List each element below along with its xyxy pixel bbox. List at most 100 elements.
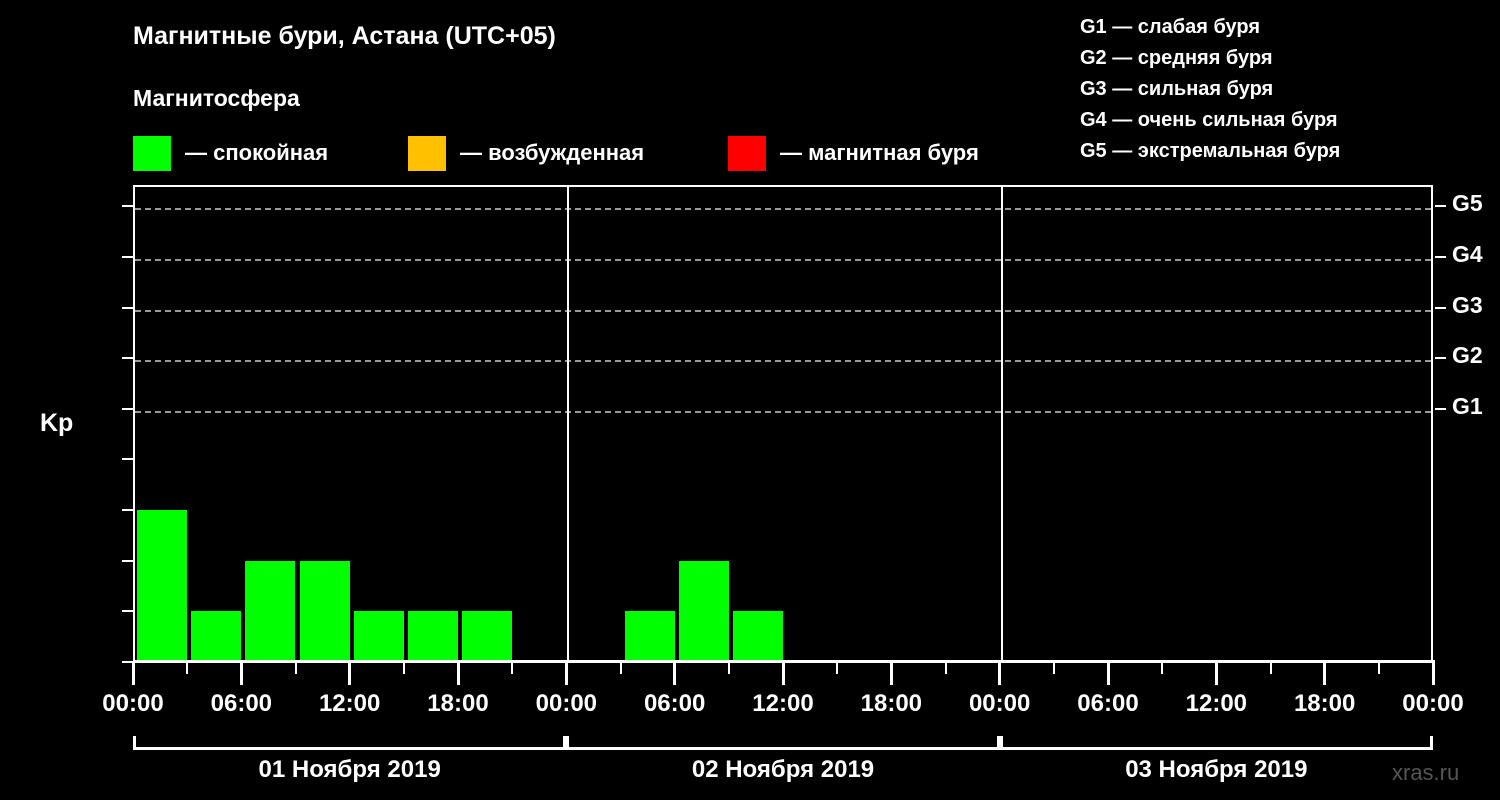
x-tick-minor-7 [511, 663, 514, 674]
x-tick-label-11: 18:00 [1293, 690, 1356, 717]
g-level-label-G5: G5 [1452, 190, 1483, 217]
bar [353, 611, 404, 662]
date-label-3: 03 Ноября 2019 [1125, 756, 1308, 783]
x-tick-major-18 [1106, 663, 1110, 685]
y-tick-2 [122, 559, 133, 562]
bar [732, 611, 783, 662]
y-tick-right-G4 [1435, 255, 1446, 258]
x-tick-minor-21 [1269, 663, 1272, 674]
x-tick-minor-5 [402, 663, 405, 674]
bar [191, 611, 242, 662]
plot-inner [135, 187, 1431, 662]
watermark: xras.ru [1392, 760, 1460, 785]
legend-swatch-icon [133, 135, 171, 171]
y-tick-right-G1 [1435, 407, 1446, 410]
gridline-kp-9 [135, 208, 1431, 211]
g-legend-row-5: G5 — экстремальная буря [1080, 140, 1341, 162]
x-tick-minor-3 [294, 663, 297, 674]
y-tick-5 [122, 407, 133, 410]
y-tick-0 [122, 661, 133, 663]
date-label-2: 02 Ноября 2019 [691, 756, 875, 783]
x-tick-major-8 [564, 663, 568, 685]
gridline-kp-6 [135, 360, 1431, 363]
x-tick-label-10: 12:00 [1185, 690, 1248, 717]
x-tick-major-16 [998, 663, 1002, 685]
x-tick-major-24 [1431, 663, 1435, 685]
g-legend-row-2: G2 — средняя буря [1080, 47, 1273, 69]
page-title: Магнитные бури, Астана (UTC+05) [133, 22, 556, 50]
x-tick-label-5: 06:00 [643, 690, 706, 717]
bar [137, 510, 188, 662]
g-legend-row-3: G3 — сильная буря [1080, 78, 1274, 100]
x-axis-baseline [133, 660, 1435, 663]
x-tick-minor-1 [186, 663, 189, 674]
y-tick-3 [122, 509, 133, 512]
bar [407, 611, 458, 662]
bar [245, 560, 296, 662]
x-tick-label-1: 06:00 [210, 690, 273, 717]
gridline-kp-5 [135, 410, 1431, 413]
x-tick-label-12: 00:00 [1402, 690, 1464, 717]
legend-swatch-icon [408, 135, 446, 171]
gridline-kp-8 [135, 258, 1431, 261]
y-tick-4 [122, 458, 133, 461]
g-level-label-G1: G1 [1452, 392, 1483, 419]
g-level-label-G2: G2 [1452, 342, 1483, 369]
x-tick-minor-19 [1161, 663, 1164, 674]
x-tick-label-7: 18:00 [860, 690, 923, 717]
y-axis-label: Kp [40, 409, 74, 437]
y-tick-8 [122, 255, 133, 258]
x-tick-label-0: 00:00 [102, 690, 164, 717]
date-bracket-1 [133, 736, 567, 750]
chart-plot-area [133, 185, 1433, 662]
y-tick-7 [122, 306, 133, 309]
g-legend-row-4: G4 — очень сильная буря [1080, 109, 1338, 131]
g-level-label-G4: G4 [1452, 240, 1483, 267]
x-tick-minor-17 [1052, 663, 1055, 674]
y-tick-right-G2 [1435, 357, 1446, 360]
y-tick-6 [122, 357, 133, 360]
legend-swatch-icon [728, 135, 766, 171]
x-tick-major-2 [239, 663, 243, 685]
y-tick-9 [122, 205, 133, 208]
bar [462, 611, 513, 662]
x-tick-major-6 [456, 663, 460, 685]
subtitle-magnetosphere: Магнитосфера [133, 85, 300, 111]
x-tick-minor-13 [836, 663, 839, 674]
y-tick-1 [122, 610, 133, 613]
x-tick-major-20 [1214, 663, 1218, 685]
legend-item-0: — спокойная [133, 133, 328, 173]
x-tick-major-4 [348, 663, 352, 685]
x-tick-major-22 [1323, 663, 1327, 685]
x-tick-minor-9 [619, 663, 622, 674]
legend-label: — магнитная буря [780, 140, 979, 165]
g-legend-row-1: G1 — слабая буря [1080, 16, 1261, 38]
x-tick-minor-15 [944, 663, 947, 674]
x-tick-label-4: 00:00 [535, 690, 598, 717]
x-tick-label-8: 00:00 [968, 690, 1031, 717]
legend-label: — возбужденная [460, 140, 645, 165]
x-tick-major-0 [131, 663, 135, 685]
x-tick-major-12 [781, 663, 785, 685]
legend-label: — спокойная [185, 140, 329, 165]
bar [624, 611, 675, 662]
legend-item-1: — возбужденная [408, 133, 644, 173]
date-bracket-2 [566, 736, 1000, 750]
g-scale-legend: G1 — слабая буря G2 — средняя буря G3 — си… [1080, 12, 1500, 167]
x-tick-minor-23 [1377, 663, 1380, 674]
x-tick-major-10 [673, 663, 677, 685]
date-bracket-3 [999, 736, 1433, 750]
x-tick-minor-11 [727, 663, 730, 674]
gridline-kp-7 [135, 309, 1431, 312]
x-tick-major-14 [889, 663, 893, 685]
y-tick-right-G3 [1435, 306, 1446, 309]
legend-item-2: — магнитная буря [728, 133, 979, 173]
x-tick-label-3: 18:00 [427, 690, 489, 717]
day-divider-1 [567, 187, 570, 662]
y-tick-right-G5 [1435, 205, 1446, 208]
date-label-1: 01 Ноября 2019 [258, 756, 441, 783]
x-tick-label-9: 06:00 [1077, 690, 1139, 717]
g-level-label-G3: G3 [1452, 291, 1483, 318]
x-tick-label-6: 12:00 [752, 690, 814, 717]
bar [678, 560, 729, 662]
